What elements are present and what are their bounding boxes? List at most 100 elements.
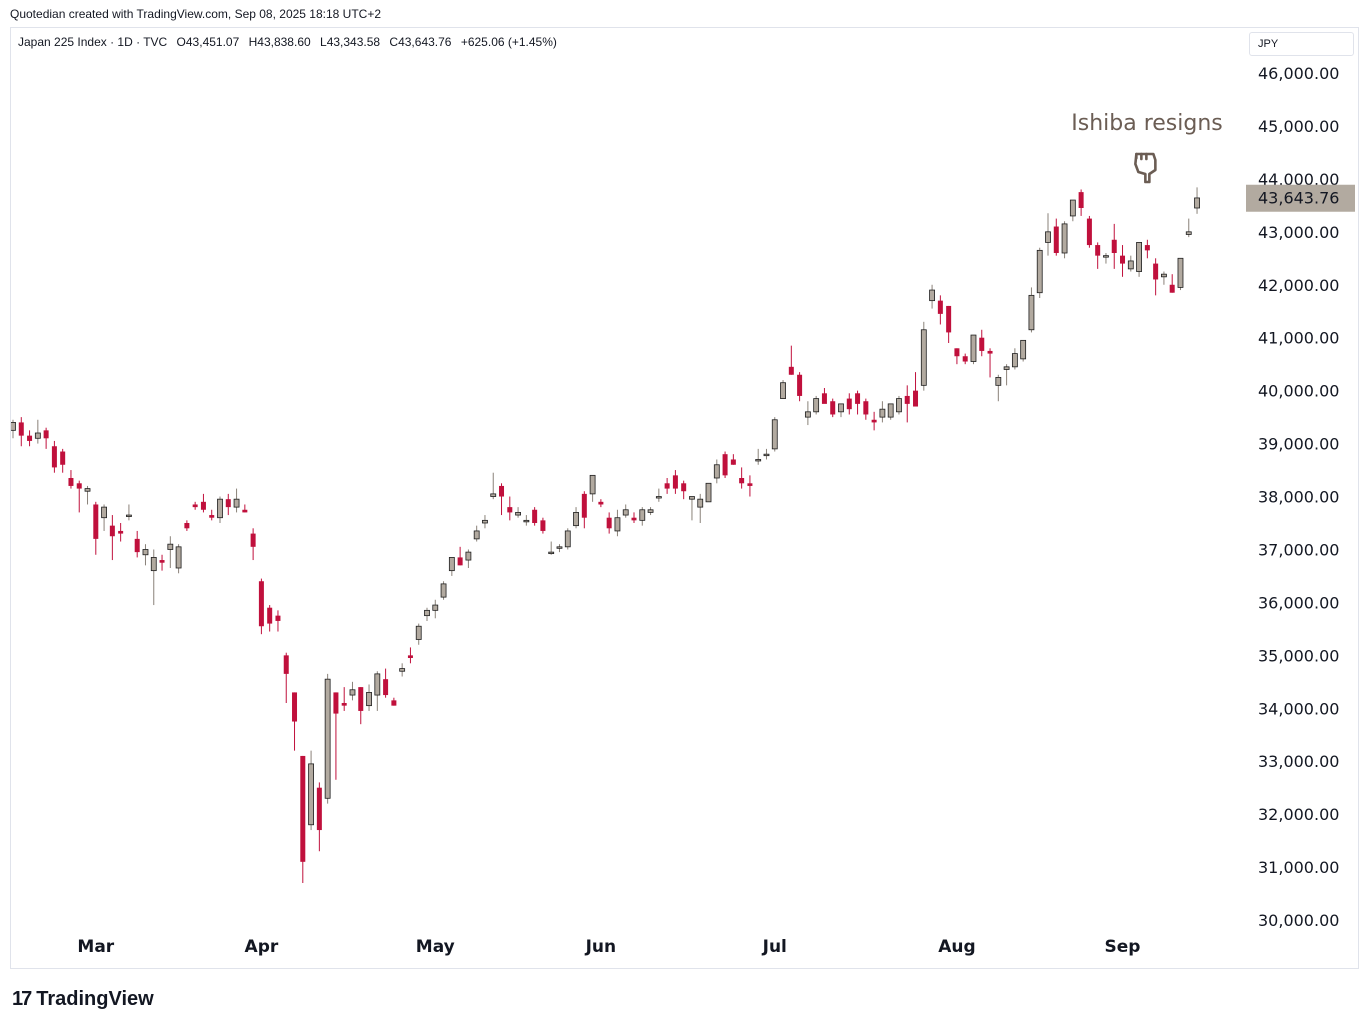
candle-body	[358, 687, 364, 711]
candle-body	[1011, 353, 1018, 368]
candle-body	[448, 557, 455, 572]
candle	[871, 411, 877, 431]
price-tick-label: 37,000.00	[1258, 540, 1339, 559]
candle-body	[192, 504, 198, 508]
candle	[465, 549, 472, 568]
candle-body	[308, 763, 314, 826]
candle	[863, 398, 869, 420]
candle	[739, 467, 745, 489]
candle-body	[1028, 294, 1035, 331]
candle-body	[855, 393, 861, 404]
candle	[730, 454, 736, 465]
candle	[1136, 242, 1142, 277]
candle-body	[27, 435, 33, 441]
candle	[995, 374, 1002, 402]
time-tick-label: Sep	[1105, 937, 1141, 957]
candle-body	[887, 403, 894, 418]
candle-body	[250, 533, 256, 547]
price-tick-label: 38,000.00	[1258, 488, 1339, 507]
candle	[1161, 271, 1167, 285]
candle-body	[225, 499, 231, 508]
candle	[457, 546, 463, 566]
candle	[689, 496, 695, 521]
candle-body	[672, 475, 678, 489]
candle-body	[267, 607, 273, 624]
candle	[962, 353, 968, 365]
candle	[60, 448, 66, 473]
candle	[1045, 213, 1051, 256]
candle-body	[200, 501, 206, 510]
candle	[308, 750, 314, 831]
candle-body	[1169, 284, 1175, 293]
candle-body	[838, 403, 844, 413]
candle	[383, 668, 389, 698]
candle-body	[1153, 263, 1159, 280]
tradingview-brand[interactable]: 17 TradingView	[12, 988, 154, 1011]
candle-body	[804, 411, 811, 418]
candle	[970, 334, 977, 365]
time-axis[interactable]: Mar Apr May Jun Jul Aug Sep	[77, 937, 1140, 957]
candle	[159, 554, 165, 571]
price-axis[interactable]: 46,000.00 45,000.00 44,000.00 43,000.00 42,0…	[1246, 64, 1355, 930]
symbol-title[interactable]: Japan 225 Index · 1D · TVC	[18, 35, 168, 49]
time-tick-label: Jul	[762, 937, 787, 957]
candle-body	[1103, 255, 1109, 258]
candle	[830, 398, 836, 418]
candle-body	[93, 504, 99, 539]
candle-body	[747, 483, 753, 486]
candle	[341, 687, 347, 711]
candle-body	[705, 482, 712, 503]
candle	[904, 385, 910, 423]
candle	[134, 530, 140, 558]
candle	[349, 681, 356, 701]
candle-body	[499, 485, 505, 497]
symbol-legend[interactable]: Japan 225 Index · 1D · TVC O43,451.07 H4…	[18, 35, 563, 49]
candle	[929, 284, 935, 309]
candle	[1069, 199, 1076, 222]
candle	[1120, 245, 1126, 277]
candle	[399, 663, 406, 677]
candle	[846, 393, 852, 415]
candle-body	[564, 530, 571, 548]
candle-body	[175, 546, 182, 569]
candle	[150, 549, 157, 606]
candle-body	[159, 560, 165, 563]
price-tick-label: 43,000.00	[1258, 223, 1339, 242]
currency-selector[interactable]: JPY	[1249, 32, 1354, 56]
candle-body	[1095, 245, 1101, 256]
candle	[126, 504, 132, 521]
candle	[548, 541, 555, 555]
candle	[1020, 339, 1027, 362]
candle-body	[681, 483, 687, 492]
candle-body	[1111, 239, 1117, 253]
candle	[855, 390, 861, 415]
candle	[614, 509, 621, 537]
price-tick-label: 44,000.00	[1258, 170, 1339, 189]
candle	[192, 501, 198, 510]
candle	[1028, 287, 1035, 333]
candle	[391, 697, 397, 706]
candle	[598, 499, 604, 508]
candle-body	[51, 446, 57, 468]
candle	[681, 480, 687, 500]
candle-body	[507, 507, 513, 513]
candle-body	[1127, 260, 1134, 270]
candle-body	[1177, 257, 1184, 288]
candle-body	[730, 459, 736, 465]
candle	[233, 488, 240, 513]
candle-body	[1036, 249, 1043, 294]
candle-body	[739, 478, 745, 484]
candle-body	[482, 519, 488, 524]
candle	[1061, 221, 1068, 259]
candle	[415, 623, 422, 645]
time-tick-label: Aug	[938, 937, 975, 957]
candle-body	[473, 530, 480, 540]
candle	[647, 507, 654, 516]
candle-body	[300, 755, 306, 862]
candle-body	[755, 459, 762, 462]
candle	[499, 483, 505, 516]
candle-body	[946, 305, 952, 333]
candle	[1011, 348, 1018, 370]
candle	[655, 488, 662, 502]
